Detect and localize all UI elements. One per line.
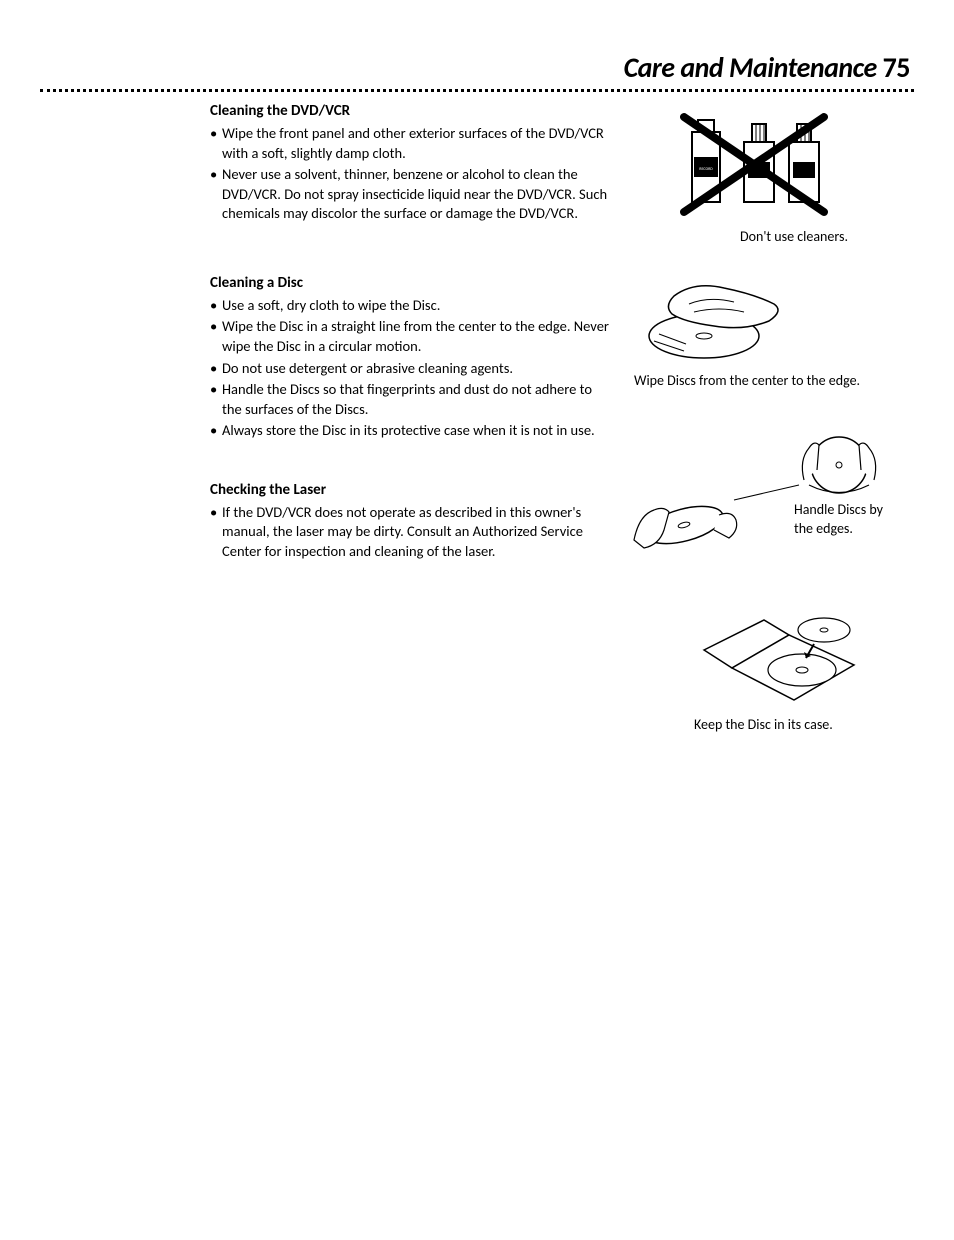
page-title-text: Care and Maintenance: [624, 50, 877, 85]
list-item: If the DVD/VCR does not operate as descr…: [210, 503, 610, 562]
list-item: Wipe the Disc in a straight line from th…: [210, 317, 610, 356]
section-checking-laser: Checking the Laser If the DVD/VCR does n…: [210, 481, 610, 562]
section-cleaning-disc: Cleaning a Disc Use a soft, dry cloth to…: [210, 274, 610, 441]
wipe-disc-icon: [634, 276, 804, 366]
list-item: Do not use detergent or abrasive cleanin…: [210, 359, 610, 379]
figure-caption: Wipe Discs from the center to the edge.: [634, 372, 914, 390]
figure-disc-case: Keep the Disc in its case.: [694, 610, 914, 734]
main-column: Cleaning the DVD/VCR Wipe the front pane…: [210, 102, 610, 765]
figure-caption: Handle Discs by the edges.: [794, 501, 904, 537]
list-item: Never use a solvent, thinner, benzene or…: [210, 165, 610, 224]
heading: Cleaning a Disc: [210, 274, 610, 292]
handle-disc-icon: [624, 430, 904, 560]
side-column: RECORD Don't use cleaners.: [634, 102, 914, 765]
heading: Checking the Laser: [210, 481, 610, 499]
bullet-list: If the DVD/VCR does not operate as descr…: [210, 503, 610, 562]
page-title: Care and Maintenance 75: [40, 50, 914, 85]
section-cleaning-dvdvcr: Cleaning the DVD/VCR Wipe the front pane…: [210, 102, 610, 224]
disc-case-icon: [694, 610, 874, 710]
content: Cleaning the DVD/VCR Wipe the front pane…: [40, 102, 914, 765]
figure-caption: Keep the Disc in its case.: [694, 716, 914, 734]
list-item: Handle the Discs so that fingerprints an…: [210, 380, 610, 419]
heading: Cleaning the DVD/VCR: [210, 102, 610, 120]
figure-dont-use-cleaners: RECORD Don't use cleaners.: [674, 102, 914, 246]
bullet-list: Wipe the front panel and other exterior …: [210, 124, 610, 224]
svg-text:RECORD: RECORD: [699, 167, 713, 172]
list-item: Use a soft, dry cloth to wipe the Disc.: [210, 296, 610, 316]
figure-caption: Don't use cleaners.: [674, 228, 914, 246]
cleaners-crossed-icon: RECORD: [674, 102, 834, 222]
page-number: 75: [883, 50, 910, 85]
list-item: Wipe the front panel and other exterior …: [210, 124, 610, 163]
figure-wipe-disc: Wipe Discs from the center to the edge.: [634, 276, 914, 390]
dotted-rule: [40, 89, 914, 92]
figure-handle-edges: Handle Discs by the edges.: [634, 430, 914, 570]
bullet-list: Use a soft, dry cloth to wipe the Disc. …: [210, 296, 610, 441]
list-item: Always store the Disc in its protective …: [210, 421, 610, 441]
